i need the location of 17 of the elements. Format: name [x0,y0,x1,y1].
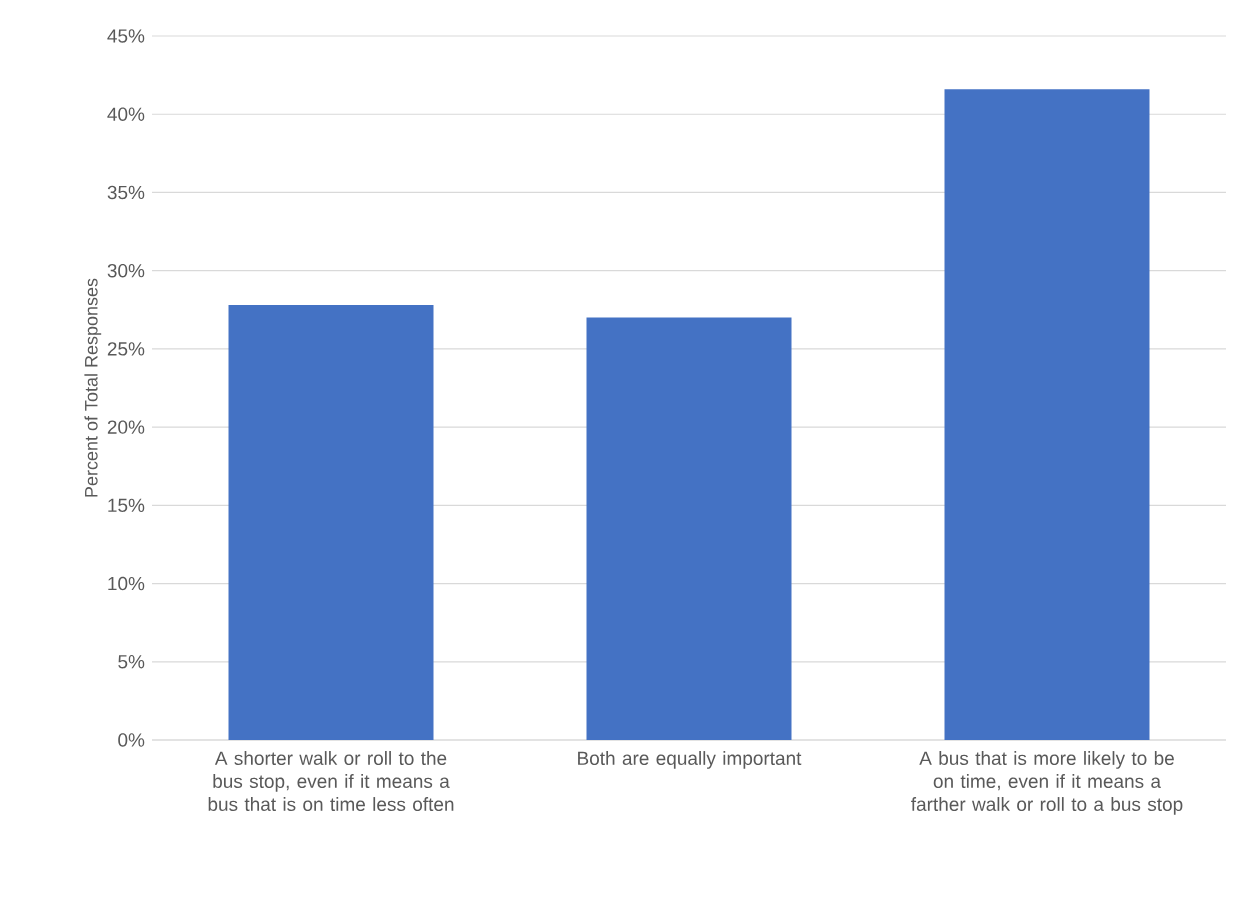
x-tick-label: Both are equally important [578,751,802,769]
bar [228,305,434,740]
bar [944,89,1150,740]
y-tick-label: 0% [118,733,145,747]
y-tick-label: 40% [107,107,145,121]
y-tick-label: 20% [107,420,145,434]
y-tick-label: 30% [107,263,145,278]
bar [586,317,792,740]
y-axis-title: Percent of Total Responses [84,278,102,497]
x-tick-label: A bus that is more likely to be on time, even if it means a farther walk or roll to a bus stop [911,751,1183,815]
y-tick-label: 15% [108,498,145,513]
y-tick-label: 5% [118,655,145,669]
y-tick-label: 10% [108,576,145,591]
y-tick-label: 35% [107,185,145,200]
y-tick-label: 25% [107,342,145,356]
y-tick-label: 45% [107,29,145,43]
x-tick-label: A shorter walk or roll to the bus stop, even if it means a bus that is on time less often [208,751,454,812]
